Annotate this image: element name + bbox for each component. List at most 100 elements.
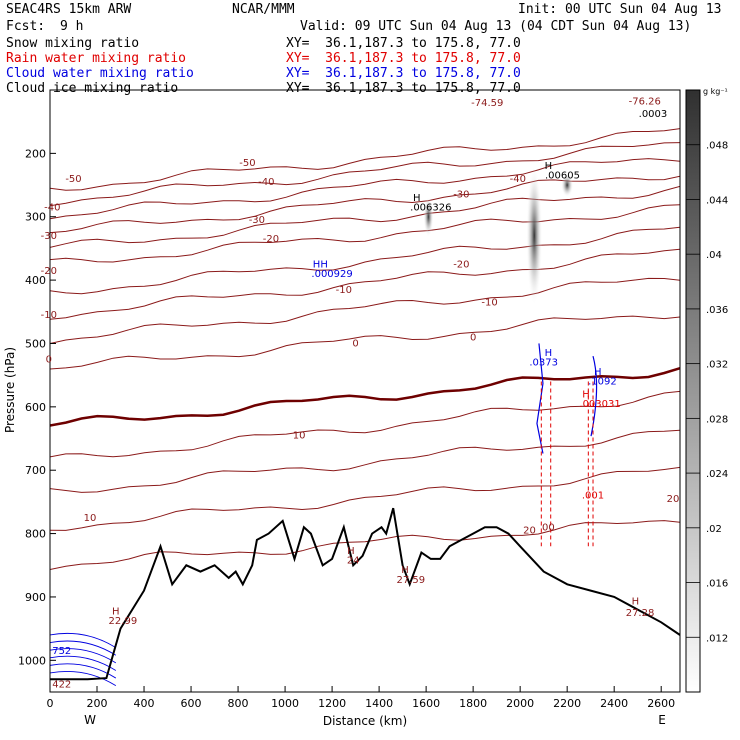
x-tick-label: 1800 [459, 697, 487, 710]
x-tick-label: 600 [181, 697, 202, 710]
ice-plume-small [423, 196, 434, 237]
extremum-label: H [632, 597, 640, 608]
extremum-label: 27.59 [397, 575, 426, 586]
temperature-contour-label: -50 [65, 174, 81, 185]
temperature-contour [50, 390, 680, 458]
y-axis-label: Pressure (hPa) [3, 347, 17, 433]
temperature-contour [50, 185, 680, 248]
temperature-contour [50, 128, 680, 191]
x-tick-label: 200 [87, 697, 108, 710]
cloud-water-contour [50, 670, 117, 687]
extremum-label: H [347, 546, 355, 557]
x-tick-label: 0 [47, 697, 54, 710]
terrain-line [50, 507, 680, 681]
temperature-contour-label: 0 [352, 339, 358, 350]
x-tick-label: 2600 [647, 697, 675, 710]
valid-time: Valid: 09 UTC Sun 04 Aug 13 (04 CDT Sun … [300, 19, 692, 34]
temperature-contour-label: -30 [41, 231, 57, 242]
colorbar-tick-label: .04 [706, 250, 722, 261]
forecast-hour: 9 h [60, 19, 84, 34]
x-tick-label: 1200 [318, 697, 346, 710]
colorbar-tick-label: .016 [706, 579, 728, 590]
extremum-label: 752 [52, 646, 71, 657]
temperature-contour-label: -30 [453, 190, 469, 201]
temperature-contour-label: -10 [481, 297, 497, 308]
extremum-label: -74.59 [471, 98, 503, 109]
temperature-contour-label: -40 [44, 202, 60, 213]
extremum-label: H [582, 389, 590, 400]
plot-frame [49, 89, 681, 693]
center-name: NCAR/MMM [232, 2, 295, 17]
temperature-contour-label: -40 [510, 174, 526, 185]
temperature-contour [50, 315, 680, 370]
extremum-label: 24 [347, 555, 360, 566]
field-xy-cloud-ice: XY= 36.1,187.3 to 175.8, 77.0 [286, 81, 521, 96]
cloud-water-contour [50, 632, 117, 649]
temperature-contour [50, 226, 680, 295]
temperature-contour-label: 0 [470, 332, 476, 343]
colorbar-tick-label: .048 [706, 141, 728, 152]
y-tick-label: 200 [25, 147, 46, 160]
temperature-contour-label: -20 [453, 259, 469, 270]
forecast-label: Fcst: [6, 19, 46, 34]
colorbar-tick-label: .032 [706, 360, 728, 371]
temperature-contour-label: 10 [293, 431, 306, 442]
x-tick-label: 1600 [412, 697, 440, 710]
colorbar-tick-label: .012 [706, 633, 728, 644]
temperature-contour-label: -20 [41, 266, 57, 277]
cloud-water-contour [50, 663, 117, 679]
x-axis-east-label: E [658, 713, 666, 727]
extremum-label: 22.99 [109, 616, 138, 627]
extremum-label: H [545, 161, 553, 172]
colorbar-tick-label: .044 [706, 195, 728, 206]
y-tick-label: 1000 [18, 654, 46, 667]
y-tick-label: 600 [25, 401, 46, 414]
field-name-cloud-water: Cloud water mixing ratio [6, 66, 194, 81]
field-name-snow: Snow mixing ratio [6, 36, 140, 51]
temperature-contour-label: -30 [249, 215, 265, 226]
temperature-contour-label: -20 [263, 234, 279, 245]
extremum-label: -76.26 [629, 97, 661, 108]
temperature-contour [50, 367, 680, 427]
temperature-contour [50, 175, 680, 234]
colorbar-tick-label: .028 [706, 414, 728, 425]
extremum-label: .003031 [579, 399, 620, 410]
colorbar-tick-label: .036 [706, 305, 728, 316]
x-tick-label: 2400 [600, 697, 628, 710]
x-axis-west-label: W [84, 713, 96, 727]
field-xy-rain: XY= 36.1,187.3 to 175.8, 77.0 [286, 51, 521, 66]
temperature-contour-label: -10 [336, 285, 352, 296]
extremum-label: H [594, 367, 602, 378]
y-tick-label: 800 [25, 528, 46, 541]
colorbar-unit: g kg⁻¹ [703, 87, 728, 96]
colorbar-tick-label: .024 [706, 469, 728, 480]
temperature-contour [50, 158, 680, 220]
model-name: SEAC4RS 15km ARW [6, 2, 132, 17]
x-tick-label: 400 [134, 697, 155, 710]
field-xy-cloud-water: XY= 36.1,187.3 to 175.8, 77.0 [286, 66, 521, 81]
field-name-rain: Rain water mixing ratio [6, 51, 187, 66]
extremum-label: H [545, 348, 553, 359]
y-tick-label: 400 [25, 274, 46, 287]
extremum-label: 27.28 [626, 608, 655, 619]
temperature-contour-label: -10 [41, 310, 57, 321]
extremum-label: .006326 [410, 202, 451, 213]
cloud-water-contour [50, 648, 117, 664]
extremum-label: .0003 [639, 109, 668, 120]
extremum-label: HH [313, 259, 328, 270]
temperature-contour [50, 277, 680, 344]
y-tick-label: 900 [25, 591, 46, 604]
extremum-label: .00605 [545, 171, 580, 182]
ice-plume-main [526, 165, 543, 306]
y-tick-label: 700 [25, 464, 46, 477]
temperature-contour [50, 248, 680, 320]
temperature-contour [50, 520, 680, 570]
x-tick-label: 2200 [553, 697, 581, 710]
temperature-contour-label: 20 [523, 526, 536, 537]
x-axis-label: Distance (km) [323, 714, 407, 728]
temperature-contour-label: 20 [667, 494, 680, 505]
init-time: Init: 00 UTC Sun 04 Aug 13 [518, 2, 722, 17]
cloud-water-contour [50, 655, 117, 671]
cloud-water-contour [536, 343, 544, 454]
